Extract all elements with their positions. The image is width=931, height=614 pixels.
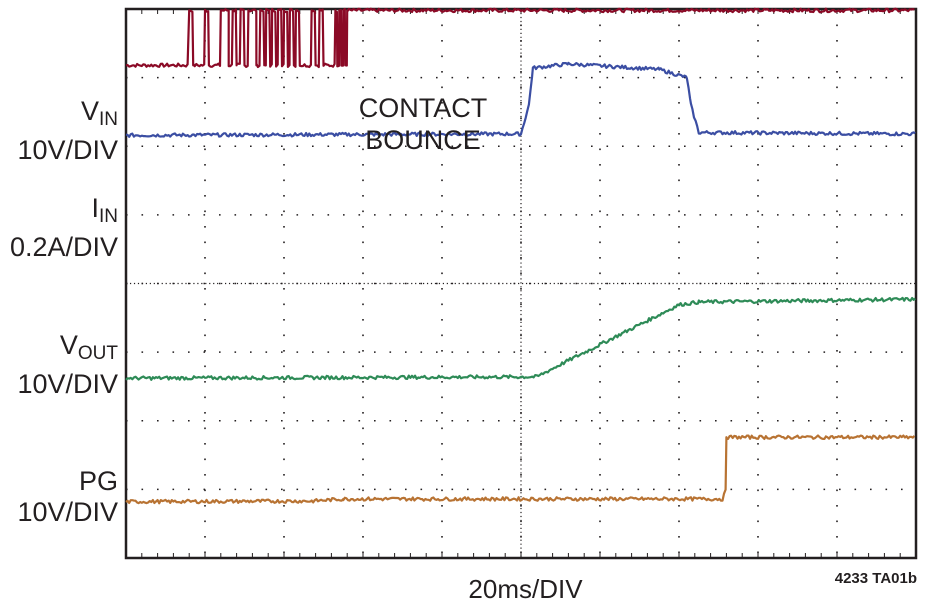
vin-trace	[125, 7, 915, 69]
iin-label: IIN 0.2A/DIV	[9, 193, 118, 262]
vout-label: VOUT 10V/DIV	[17, 330, 118, 399]
vin-scale: 10V/DIV	[17, 135, 118, 165]
vout-trace	[125, 296, 916, 381]
vin-label: VIN 10V/DIV	[17, 96, 118, 165]
iin-trace	[125, 61, 916, 138]
graticule	[125, 9, 917, 558]
traces	[125, 7, 916, 505]
x-axis-label: 20ms/DIV	[468, 574, 583, 604]
pg-trace	[125, 434, 916, 505]
pg-label: PG 10V/DIV	[17, 466, 118, 527]
pg-scale: 10V/DIV	[17, 497, 118, 527]
vout-scale: 10V/DIV	[17, 369, 118, 399]
plot-frame	[124, 7, 918, 560]
figure-id: 4233 TA01b	[834, 570, 917, 587]
iin-scale: 0.2A/DIV	[9, 232, 118, 262]
contact-bounce-annotation: CONTACT BOUNCE	[358, 93, 488, 155]
